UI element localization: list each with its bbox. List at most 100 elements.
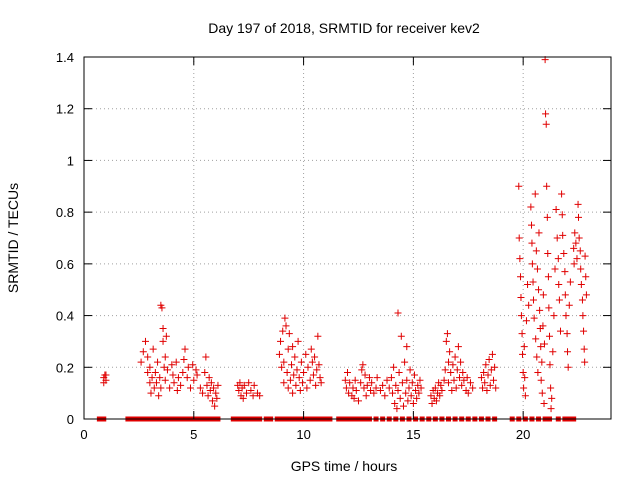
data-point: [515, 182, 523, 190]
data-point: [528, 221, 536, 229]
data-point: [486, 381, 494, 389]
data-point: [297, 358, 305, 366]
data-point: [163, 366, 171, 374]
data-point: [152, 379, 160, 387]
data-point: [538, 358, 546, 366]
data-point: [186, 384, 194, 392]
data-point: [533, 265, 541, 273]
data-point: [156, 374, 164, 382]
data-point: [291, 353, 299, 361]
data-point: [561, 291, 569, 299]
data-point: [210, 384, 218, 392]
data-point: [519, 368, 527, 376]
data-point: [522, 317, 530, 325]
data-point: [170, 379, 178, 387]
data-point: [543, 213, 551, 221]
data-point: [483, 387, 491, 395]
data-point: [368, 379, 376, 387]
data-point: [292, 381, 300, 389]
data-point: [446, 348, 454, 356]
data-point: [205, 374, 213, 382]
data-point: [169, 371, 177, 379]
data-point: [529, 278, 537, 286]
data-point: [552, 206, 560, 214]
data-point: [183, 374, 191, 382]
data-point: [458, 381, 466, 389]
data-point: [309, 371, 317, 379]
data-point: [443, 330, 451, 338]
data-point: [281, 314, 289, 322]
data-point: [453, 366, 461, 374]
data-point: [530, 314, 538, 322]
data-point: [212, 389, 220, 397]
data-point: [428, 399, 436, 407]
data-point: [491, 363, 499, 371]
data-point: [413, 394, 421, 402]
data-point: [285, 330, 293, 338]
data-point: [102, 371, 110, 379]
data-point: [394, 387, 402, 395]
data-point: [549, 348, 557, 356]
data-point: [448, 387, 456, 395]
data-point: [239, 394, 247, 402]
data-point: [455, 374, 463, 382]
data-point: [201, 368, 209, 376]
data-point: [403, 343, 411, 351]
data-point: [150, 384, 158, 392]
data-point: [362, 392, 370, 400]
data-point: [166, 384, 174, 392]
data-point: [565, 301, 573, 309]
data-point: [154, 358, 162, 366]
data-point: [540, 399, 548, 407]
data-point: [531, 190, 539, 198]
data-point: [208, 397, 216, 405]
data-point: [196, 384, 204, 392]
data-point: [392, 381, 400, 389]
data-point: [157, 384, 165, 392]
data-point: [311, 353, 319, 361]
data-point: [410, 371, 418, 379]
data-point: [214, 381, 222, 389]
data-point: [303, 384, 311, 392]
data-point: [547, 405, 555, 413]
data-point: [275, 350, 283, 358]
data-point: [387, 374, 395, 382]
data-point: [397, 332, 405, 340]
data-point: [180, 356, 188, 364]
x-tick-label: 10: [296, 427, 310, 442]
data-point: [539, 322, 547, 330]
y-tick-label: 0.2: [56, 360, 74, 375]
data-point: [137, 358, 145, 366]
data-point: [559, 231, 567, 239]
data-point: [359, 361, 367, 369]
data-point: [542, 120, 550, 128]
data-point: [532, 335, 540, 343]
data-point: [538, 389, 546, 397]
data-point: [294, 337, 302, 345]
data-point: [302, 350, 310, 358]
data-point: [553, 234, 561, 242]
data-point: [295, 374, 303, 382]
data-point: [582, 273, 590, 281]
data-point: [542, 110, 550, 118]
data-point: [148, 374, 156, 382]
data-point: [578, 296, 586, 304]
y-tick-label: 0.8: [56, 205, 74, 220]
data-point: [555, 281, 563, 289]
data-point: [361, 371, 369, 379]
data-point: [289, 343, 297, 351]
data-point: [445, 358, 453, 366]
data-point: [391, 399, 399, 407]
data-point: [546, 332, 554, 340]
data-point: [365, 374, 373, 382]
data-point: [438, 387, 446, 395]
data-point: [416, 376, 424, 384]
data-point: [528, 239, 536, 247]
data-point: [240, 381, 248, 389]
data-point: [540, 340, 548, 348]
data-point: [415, 389, 423, 397]
data-point: [280, 358, 288, 366]
data-point: [484, 371, 492, 379]
data-point: [389, 389, 397, 397]
data-point: [436, 392, 444, 400]
